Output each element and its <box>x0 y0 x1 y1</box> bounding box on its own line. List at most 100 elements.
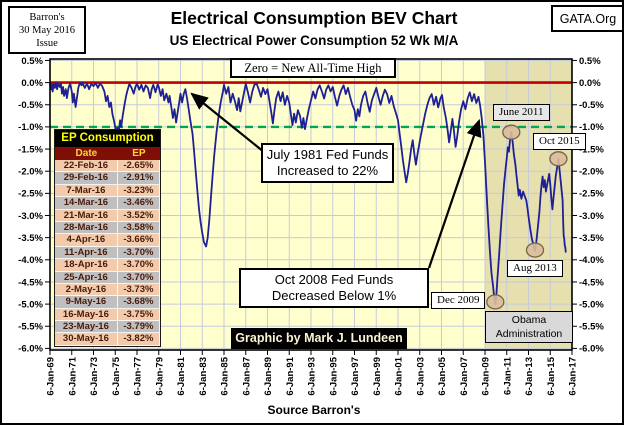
annotation-line: July 1981 Fed Funds <box>266 147 389 162</box>
x-axis-label: 6-Jan-15 <box>546 356 557 395</box>
y-axis-label-left: -1.5% <box>18 144 43 155</box>
table-row: 28-Mar-16 -3.58% <box>55 221 160 235</box>
y-axis-label-right: 0.0% <box>579 78 601 89</box>
table-body: 22-Feb-16 -2.65% 29-Feb-16 -2.91% 7-Mar-16 -3… <box>55 160 160 346</box>
table-row: 23-May-16 -3.79% <box>55 321 160 334</box>
table-row: 25-Apr-16 -3.70% <box>55 271 160 284</box>
annotation-line: Decreased Below 1% <box>271 288 397 303</box>
x-axis-label: 6-Jan-71 <box>67 356 78 395</box>
table-row: 4-Apr-16 -3.66% <box>55 234 160 247</box>
july1981-arrow <box>190 92 265 153</box>
x-axis-label: 6-Jan-97 <box>350 357 361 396</box>
y-axis-label-left: -5.5% <box>18 322 43 333</box>
table-cell-ep: -3.70% <box>117 259 160 272</box>
table-row: 21-Mar-16 -3.52% <box>55 209 160 222</box>
table-cell-ep: -3.79% <box>117 321 160 334</box>
oct2008-annotation: Oct 2008 Fed Funds Decreased Below 1% <box>239 268 429 308</box>
y-axis-label-right: -4.0% <box>579 255 604 266</box>
table-cell-date: 16-May-16 <box>55 308 118 322</box>
issue-line: 30 May 2016 <box>19 24 75 36</box>
x-axis-label: 6-Jan-77 <box>133 357 144 396</box>
obama-line: Obama <box>511 314 547 326</box>
annotation-line: Increased to 22% <box>276 163 379 178</box>
table-cell-ep: -3.58% <box>117 221 160 235</box>
y-axis-label-right: -4.5% <box>579 277 604 288</box>
x-axis-label: 6-Jan-93 <box>307 357 318 396</box>
y-axis-label-left: -3.0% <box>18 211 43 222</box>
x-axis-label: 6-Jan-73 <box>89 357 100 396</box>
x-axis-label: 6-Jan-09 <box>481 357 492 396</box>
issue-line: Issue <box>36 37 58 49</box>
y-axis-label-left: 0.5% <box>21 56 43 67</box>
x-axis-label: 6-Jan-83 <box>198 357 209 396</box>
table-cell-date: 23-May-16 <box>55 321 118 334</box>
table-cell-ep: -3.52% <box>117 209 160 222</box>
table-header-date: Date <box>75 148 98 159</box>
y-axis-label-right: -1.0% <box>579 122 604 133</box>
x-axis-label: 6-Jan-99 <box>372 357 383 396</box>
june2011-callout-label: June 2011 <box>493 104 550 121</box>
y-axis-label-right: -3.5% <box>579 233 604 244</box>
table-row: 22-Feb-16 -2.65% <box>55 160 160 173</box>
table-row: 29-Feb-16 -2.91% <box>55 172 160 185</box>
callout-circle <box>525 242 545 258</box>
table-title: EP Consumption <box>55 130 160 147</box>
x-axis-label: 6-Jan-85 <box>220 356 231 395</box>
table-cell-date: 22-Feb-16 <box>55 160 118 173</box>
y-axis-label-right: 0.5% <box>579 56 601 67</box>
table-header-ep: EP <box>132 148 146 159</box>
table-cell-date: 28-Mar-16 <box>55 221 118 235</box>
y-axis-label-left: -2.0% <box>18 167 43 178</box>
table-cell-date: 14-Mar-16 <box>55 197 118 210</box>
x-axis-label: 6-Jan-01 <box>394 356 405 395</box>
zero-note-box: Zero = New All-Time High <box>230 58 396 78</box>
chart-subtitle: US Electrical Power Consumption 52 Wk M/… <box>169 33 459 48</box>
table-row: 2-May-16 -3.73% <box>55 283 160 297</box>
issue-line: Barron's <box>29 11 65 23</box>
y-axis-label-left: -2.5% <box>18 189 43 200</box>
x-axis-label: 6-Jan-05 <box>437 356 448 395</box>
y-axis-label-right: -2.0% <box>579 167 604 178</box>
table-cell-date: 11-Apr-16 <box>55 246 118 260</box>
table-row: 18-Apr-16 -3.70% <box>55 259 160 272</box>
table-cell-ep: -2.65% <box>117 160 160 173</box>
callout-circle <box>502 124 521 140</box>
oct2008-arrow <box>427 118 482 269</box>
bev-series-line <box>49 81 567 306</box>
table-cell-ep: -3.66% <box>117 234 160 247</box>
table-row: 14-Mar-16 -3.46% <box>55 197 160 210</box>
x-axis-label: 6-Jan-81 <box>176 356 187 395</box>
table-row: 11-Apr-16 -3.70% <box>55 246 160 260</box>
callout-circle <box>486 294 505 310</box>
table-cell-date: 25-Apr-16 <box>55 271 118 284</box>
table-cell-ep: -3.70% <box>117 271 160 284</box>
site-badge: GATA.Org <box>551 5 622 32</box>
table-cell-ep: -3.23% <box>117 184 160 198</box>
table-row: 30-May-16 -3.82% <box>55 333 160 346</box>
credit-banner: Graphic by Mark J. Lundeen <box>231 328 407 349</box>
y-axis-label-left: -3.5% <box>18 233 43 244</box>
table-cell-ep: -2.91% <box>117 172 160 185</box>
table-cell-date: 4-Apr-16 <box>55 234 118 247</box>
table-cell-date: 21-Mar-16 <box>55 209 118 222</box>
x-axis-label: 6-Jan-07 <box>459 357 470 396</box>
dec2009-callout-label: Dec 2009 <box>431 292 486 309</box>
x-axis-label: 6-Jan-11 <box>502 356 513 395</box>
y-axis-label-right: -5.5% <box>579 322 604 333</box>
x-axis-label: 6-Jan-13 <box>524 357 535 396</box>
table-header-row: Date EP <box>55 147 160 160</box>
table-row: 16-May-16 -3.75% <box>55 308 160 322</box>
obama-administration-box: Obama Administration <box>485 311 573 343</box>
table-row: 9-May-16 -3.68% <box>55 296 160 309</box>
y-axis-label-right: -3.0% <box>579 211 604 222</box>
table-cell-date: 29-Feb-16 <box>55 172 118 185</box>
x-axis-label: 6-Jan-75 <box>111 356 122 395</box>
source-label: Source Barron's <box>267 403 361 417</box>
y-axis-label-left: 0.0% <box>21 78 43 89</box>
aug2013-callout-label: Aug 2013 <box>507 260 563 277</box>
july1981-annotation: July 1981 Fed Funds Increased to 22% <box>261 143 394 183</box>
y-axis-label-left: -6.0% <box>18 344 43 355</box>
y-axis-label-left: -4.5% <box>18 277 43 288</box>
y-axis-label-right: -5.0% <box>579 299 604 310</box>
